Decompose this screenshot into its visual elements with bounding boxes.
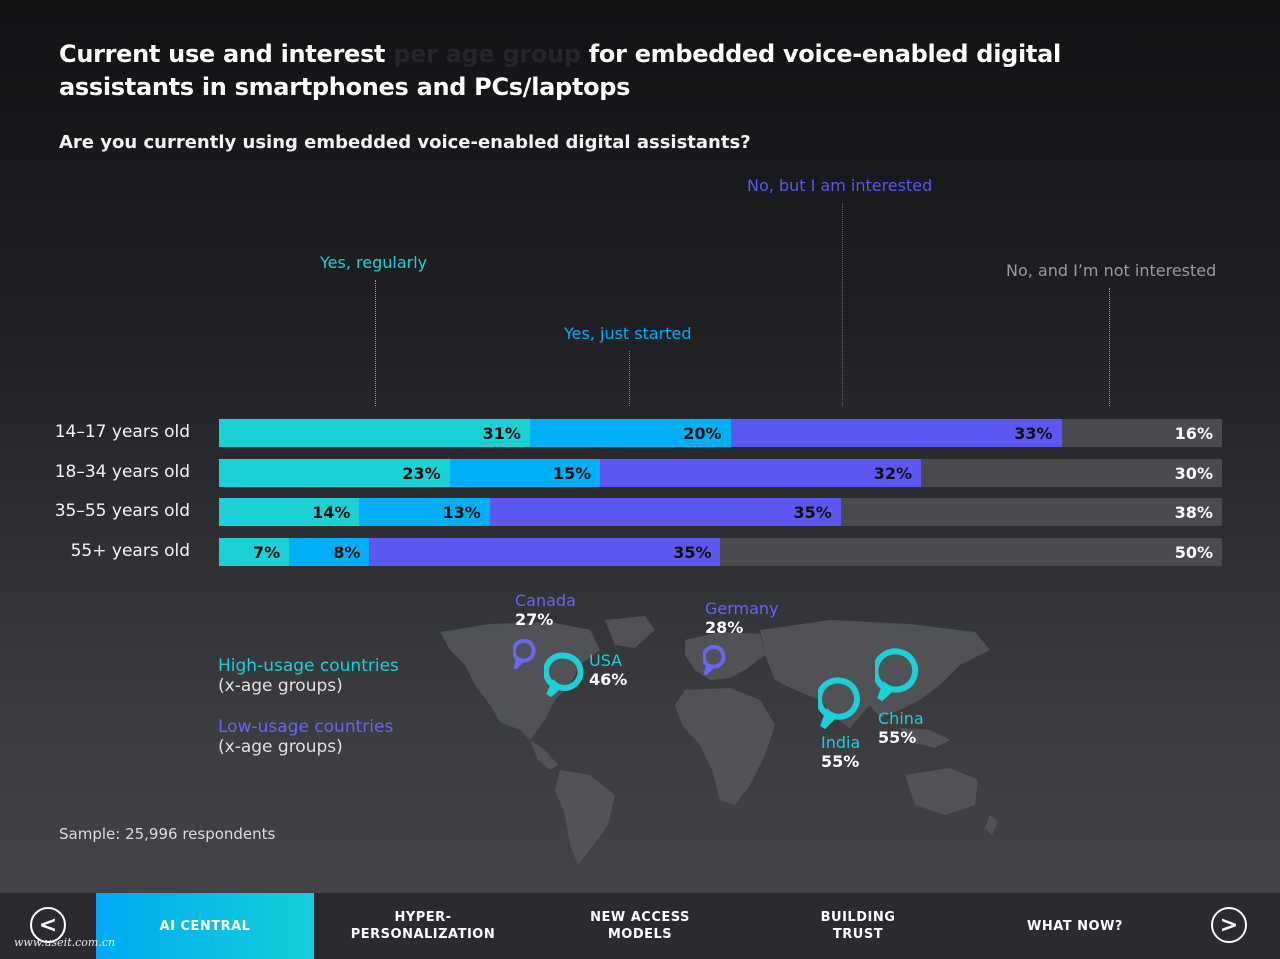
country-germany: Germany 28%	[705, 599, 779, 637]
bar-row-label: 35–55 years old	[54, 501, 190, 521]
tab-building-trust[interactable]: BUILDING TRUST	[820, 910, 896, 942]
bar-row: 23% 15% 32% 30%	[219, 459, 1222, 487]
pin-high-china-icon	[875, 648, 919, 702]
world-map	[440, 616, 998, 865]
bar-row: 31% 20% 33% 16%	[219, 419, 1222, 447]
bar-segment: 8%	[289, 538, 370, 566]
guide-not-interested	[1109, 288, 1110, 406]
country-china: China 55%	[878, 709, 924, 747]
bar-segment: 50%	[720, 538, 1222, 566]
series-label-interested: No, but I am interested	[747, 176, 933, 195]
bar-value-label: 15%	[552, 464, 592, 483]
guide-just-started	[629, 351, 630, 406]
bar-value-label: 20%	[683, 424, 722, 443]
legend-low-sub: (x-age groups)	[218, 737, 343, 757]
bar-row-label: 14–17 years old	[54, 422, 190, 442]
legend-high-label: High-usage countries	[218, 656, 399, 676]
country-pct: 55%	[878, 728, 917, 747]
chart-question: Are you currently using embedded voice-e…	[59, 132, 751, 153]
pin-high-usa-icon	[544, 652, 584, 698]
bar-value-label: 23%	[402, 464, 441, 483]
bar-value-label: 13%	[442, 503, 481, 522]
guide-regularly	[375, 280, 376, 406]
bar-value-label: 30%	[1174, 464, 1213, 483]
guide-interested	[842, 203, 843, 406]
bar-value-label: 8%	[333, 543, 361, 562]
bar-segment: 15%	[449, 459, 601, 487]
bar-segment: 23%	[219, 459, 450, 487]
bar-value-label: 14%	[312, 503, 351, 522]
bar-row: 14% 13% 35% 38%	[219, 498, 1222, 526]
page-title: Current use and interest per age group f…	[59, 40, 1061, 101]
bar-segment: 38%	[840, 498, 1222, 526]
tab-new-access-models[interactable]: NEW ACCESS MODELS	[590, 910, 690, 942]
tab-what-now[interactable]: WHAT NOW?	[1027, 918, 1123, 934]
bar-row-label: 55+ years old	[70, 541, 190, 561]
pin-low-canada-icon	[513, 639, 536, 669]
next-arrow-icon[interactable]: >	[1211, 907, 1247, 943]
bar-value-label: 35%	[793, 503, 832, 522]
legend-high-sub: (x-age groups)	[218, 676, 343, 696]
legend-high-usage: High-usage countries (x-age groups)	[218, 656, 399, 696]
series-label-just-started: Yes, just started	[564, 324, 692, 343]
bar-row-label: 18–34 years old	[54, 462, 190, 482]
bottom-nav: < AI CENTRAL HYPER- PERSONALIZATION NEW …	[0, 893, 1280, 959]
prev-arrow-icon[interactable]: <	[30, 907, 66, 943]
pin-high-india-icon	[818, 677, 860, 730]
bar-segment: 13%	[359, 498, 490, 526]
pin-low-germany-icon	[703, 645, 726, 675]
bar-segment: 30%	[921, 459, 1222, 487]
bar-segment: 14%	[219, 498, 360, 526]
country-pct: 28%	[705, 618, 744, 637]
bar-segment: 32%	[600, 459, 922, 487]
bar-value-label: 33%	[1014, 424, 1053, 443]
bar-segment: 16%	[1061, 419, 1222, 447]
bar-segment: 7%	[219, 538, 290, 566]
country-india: India 55%	[821, 733, 860, 771]
bar-segment: 35%	[489, 498, 841, 526]
bar-segment: 20%	[529, 419, 731, 447]
tab-ai-central[interactable]: AI CENTRAL	[96, 893, 314, 959]
bar-value-label: 16%	[1174, 424, 1213, 443]
watermark: www.useit.com.cn	[14, 936, 116, 949]
country-pct: 27%	[515, 610, 554, 629]
bar-value-label: 7%	[253, 543, 281, 562]
bar-value-label: 50%	[1174, 543, 1213, 562]
legend-low-label: Low-usage countries	[218, 717, 394, 737]
sample-note: Sample: 25,996 respondents	[59, 825, 276, 843]
country-name: Canada	[515, 591, 576, 610]
series-label-not-interested: No, and I’m not interested	[1006, 261, 1217, 280]
legend-low-usage: Low-usage countries (x-age groups)	[218, 717, 393, 757]
bar-value-label: 38%	[1174, 503, 1213, 522]
bar-value-label: 32%	[873, 464, 913, 483]
country-name: USA	[589, 651, 623, 670]
country-canada: Canada 27%	[515, 591, 576, 629]
series-label-regularly: Yes, regularly	[320, 253, 428, 272]
bar-value-label: 31%	[482, 424, 521, 443]
tab-hyper-personalization[interactable]: HYPER- PERSONALIZATION	[350, 910, 496, 942]
country-pct: 55%	[821, 752, 860, 771]
bar-segment: 35%	[369, 538, 721, 566]
bar-value-label: 35%	[673, 543, 712, 562]
country-pct: 46%	[589, 670, 628, 689]
country-name: India	[821, 733, 861, 752]
country-name: Germany	[705, 599, 779, 618]
bar-segment: 31%	[219, 419, 530, 447]
bar-row: 7% 8% 35% 50%	[219, 538, 1222, 566]
country-usa: USA 46%	[589, 651, 627, 689]
bar-segment: 33%	[730, 419, 1062, 447]
country-name: China	[878, 709, 924, 728]
